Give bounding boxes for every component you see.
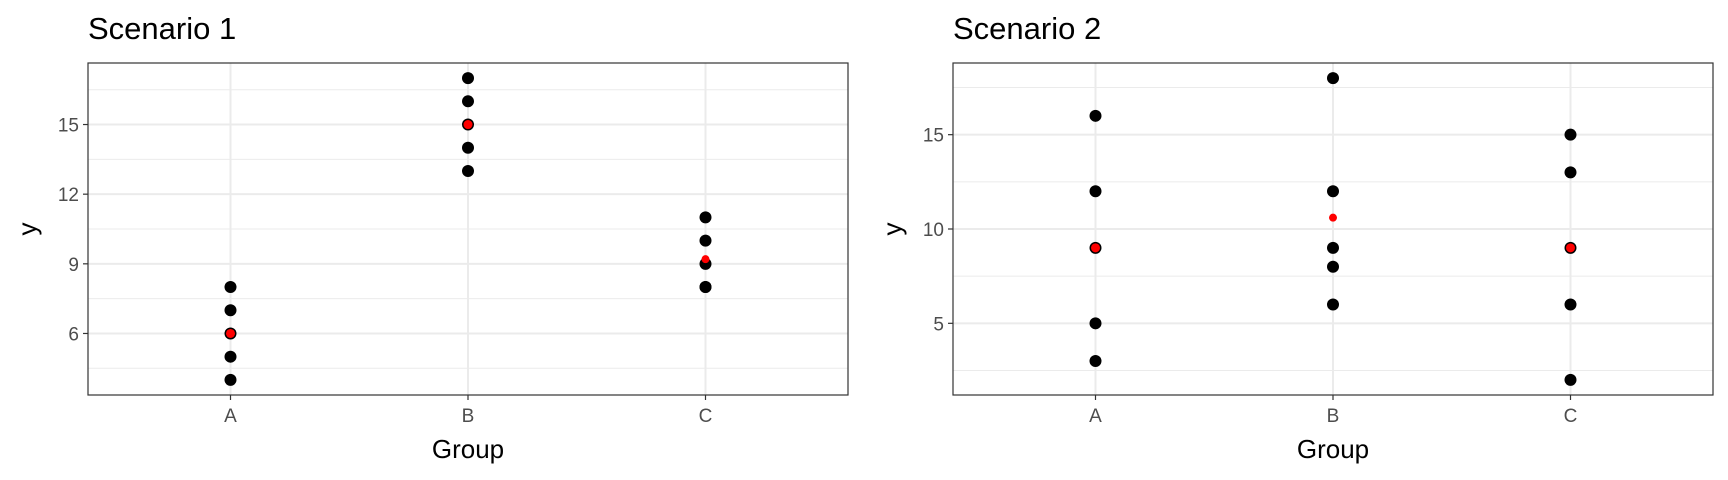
panel-scenario-2: 5 10 15 A B C Scenario 2 Group y <box>877 11 1714 464</box>
data-point <box>224 304 237 317</box>
data-point <box>1564 373 1577 386</box>
data-point <box>224 350 237 363</box>
data-point <box>1564 166 1577 179</box>
data-point <box>1327 260 1339 273</box>
y-axis-title: y <box>12 223 42 236</box>
plot-border <box>87 62 849 396</box>
data-point <box>699 234 712 247</box>
data-point <box>1327 72 1339 85</box>
mean-point <box>463 120 473 130</box>
x-axis-title: Group <box>1297 434 1369 464</box>
data-point <box>462 141 474 154</box>
data-point <box>224 373 237 386</box>
data-point <box>224 281 237 294</box>
y-tick-label: 6 <box>68 324 79 345</box>
data-point <box>699 281 712 294</box>
x-axis-title: Group <box>432 434 504 464</box>
data-point <box>1564 128 1577 141</box>
data-point <box>1564 298 1577 311</box>
x-tick-label: C <box>699 406 713 427</box>
panel-title: Scenario 2 <box>953 11 1101 46</box>
y-tick-label: 5 <box>933 314 944 335</box>
data-point <box>1089 185 1102 198</box>
plot-border <box>952 62 1714 396</box>
x-tick-label: B <box>462 406 475 427</box>
data-point <box>462 72 474 85</box>
x-tick-label: B <box>1327 406 1340 427</box>
data-point <box>1089 109 1102 122</box>
data-point <box>1089 317 1102 330</box>
y-axis-title: y <box>877 223 907 236</box>
x-tick-label: A <box>224 406 237 427</box>
x-tick-label: C <box>1564 406 1578 427</box>
data-point <box>1327 298 1339 311</box>
data-point <box>1327 185 1339 198</box>
data-point <box>699 211 712 224</box>
y-tick-label: 15 <box>58 116 79 137</box>
y-tick-label: 10 <box>923 220 944 241</box>
mean-point <box>701 255 710 264</box>
data-point <box>462 164 474 177</box>
data-point <box>462 95 474 108</box>
y-tick-label: 9 <box>68 255 79 276</box>
panel-title: Scenario 1 <box>88 11 236 46</box>
mean-point <box>1091 243 1100 253</box>
data-point <box>1089 355 1102 368</box>
mean-point <box>1566 243 1575 253</box>
mean-point <box>226 328 235 338</box>
data-point <box>1327 241 1339 254</box>
x-tick-label: A <box>1089 406 1102 427</box>
y-tick-label: 15 <box>923 126 944 147</box>
panel-scenario-1: 6 9 12 15 A B C Scenario 1 Group y <box>12 11 849 464</box>
mean-point <box>1329 213 1337 222</box>
y-tick-label: 12 <box>58 185 79 206</box>
